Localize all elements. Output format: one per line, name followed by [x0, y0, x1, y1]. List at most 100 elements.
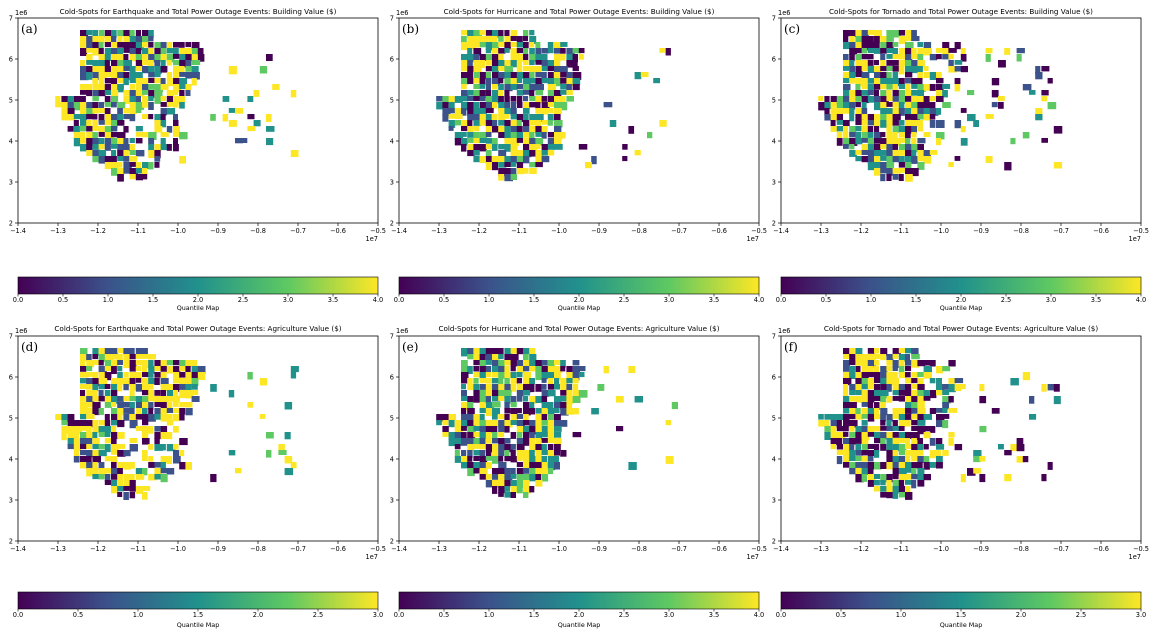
y-tick-label: 5 — [772, 96, 776, 104]
map-cell — [523, 366, 530, 372]
map-cell — [142, 162, 151, 169]
map-cell — [111, 48, 119, 55]
map-cell — [942, 84, 951, 89]
y-tick-label: 5 — [390, 96, 394, 104]
map-cell — [247, 126, 256, 132]
map-cell — [504, 492, 513, 498]
map-cell — [898, 420, 907, 428]
map-cell — [560, 384, 568, 392]
x-offset-label: 1e7 — [366, 553, 378, 561]
colorbar-tick-label: 1.5 — [148, 296, 159, 304]
map-cell — [160, 48, 167, 54]
map-cell — [892, 432, 901, 438]
map-cell — [892, 438, 900, 445]
map-cell — [104, 162, 113, 170]
map-cell — [154, 360, 164, 367]
map-cell — [898, 36, 907, 44]
map-cell — [874, 150, 883, 157]
map-cell — [917, 78, 923, 86]
map-cell — [905, 156, 913, 163]
map-cell — [1041, 96, 1048, 102]
map-cell — [123, 72, 130, 81]
map-cell — [886, 384, 892, 392]
map-cell — [166, 432, 173, 440]
map-cell — [535, 60, 543, 65]
colorbar-tick-label: 2.5 — [1001, 296, 1012, 304]
map-cell — [510, 132, 517, 140]
map-cell — [818, 102, 827, 111]
map-cell — [123, 150, 129, 159]
map-cell — [554, 420, 562, 427]
map-cell — [898, 354, 907, 362]
map-cell — [92, 90, 100, 97]
map-cell — [880, 372, 888, 379]
map-cell — [936, 456, 943, 464]
map-cell — [461, 408, 467, 416]
map-cell — [535, 54, 543, 61]
map-cell — [898, 456, 906, 464]
map-cell — [117, 66, 126, 75]
map-cell — [498, 354, 504, 360]
map-cell — [104, 72, 112, 78]
map-cell — [892, 384, 900, 393]
map-cell — [160, 372, 167, 380]
map-cell — [86, 30, 93, 36]
map-cell — [135, 72, 143, 79]
colorbar-tick-label: 0.0 — [13, 611, 24, 619]
map-cell — [479, 384, 487, 390]
map-cell — [867, 480, 874, 487]
map-cell — [80, 102, 87, 109]
map-cell — [554, 78, 563, 87]
map-cell — [148, 114, 154, 120]
map-cell — [247, 402, 254, 408]
map-cell — [80, 354, 89, 362]
map-cell — [485, 144, 495, 150]
map-cell — [67, 444, 76, 450]
map-cell — [898, 30, 905, 36]
y-offset-label: 1e6 — [15, 9, 27, 17]
map-cell — [541, 66, 549, 72]
map-cell — [111, 126, 118, 132]
map-cell — [880, 486, 888, 492]
map-cell — [166, 468, 175, 475]
map-cell — [485, 84, 491, 91]
map-cell — [867, 30, 877, 35]
map-cell — [510, 456, 518, 463]
map-cell — [818, 96, 824, 101]
map-cell — [80, 426, 87, 431]
map-cell — [86, 48, 93, 53]
map-cell — [867, 402, 874, 411]
map-cell — [498, 36, 504, 42]
colorbar-tick-label: 3.0 — [664, 296, 675, 304]
map-cell — [111, 408, 120, 416]
map-cell — [135, 90, 145, 97]
map-cell — [541, 102, 550, 108]
map-cell — [541, 54, 548, 63]
colorbar-tick-label: 3.5 — [709, 611, 720, 619]
map-cell — [160, 54, 167, 61]
map-cell — [473, 48, 482, 56]
map-cell — [874, 162, 881, 171]
map-cell — [135, 426, 144, 431]
map-cell — [485, 480, 494, 488]
map-cell — [154, 396, 162, 404]
map-cell — [566, 396, 574, 405]
map-cell — [578, 372, 585, 378]
map-cell — [111, 348, 118, 355]
map-cell — [936, 84, 944, 91]
map-cell — [473, 150, 480, 156]
map-cell — [855, 78, 862, 87]
map-cell — [461, 102, 469, 111]
map-cell — [855, 444, 861, 452]
map-cell — [73, 426, 83, 435]
map-cell — [142, 60, 151, 66]
map-cell — [849, 414, 857, 420]
map-cell — [861, 156, 870, 163]
map-cell — [547, 426, 556, 433]
map-cell — [849, 36, 855, 44]
map-cell — [80, 378, 88, 384]
map-cell — [985, 114, 994, 119]
map-cell — [117, 84, 124, 93]
map-cell — [830, 102, 837, 108]
map-cell — [473, 102, 480, 110]
